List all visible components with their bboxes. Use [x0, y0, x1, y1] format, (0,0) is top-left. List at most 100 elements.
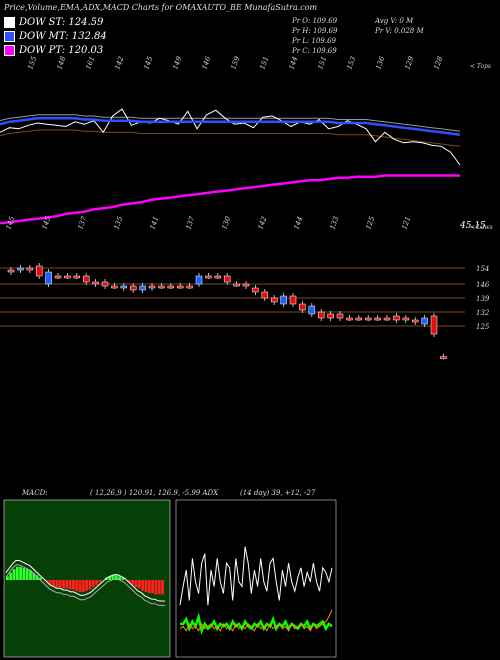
ema-grey-line — [0, 114, 461, 132]
candle-body — [129, 285, 137, 291]
candle-body — [120, 285, 128, 289]
macd-bar — [85, 580, 88, 591]
macd-bar — [78, 580, 82, 592]
candle-body — [402, 317, 410, 321]
last-price-label: 45.15 — [460, 221, 486, 231]
macd-bar — [121, 577, 125, 580]
low-label: 145 — [4, 215, 16, 231]
adx-values: (14 day) 39, +12, -27 — [240, 489, 316, 497]
candle-body — [364, 317, 372, 321]
top-label: 142 — [113, 55, 125, 71]
legend-mt: DOW MT: 132.84 — [4, 31, 107, 42]
candle-body — [393, 315, 400, 321]
macd-bar — [22, 568, 26, 580]
price-tick-label: 132 — [476, 309, 490, 317]
macd-bar — [98, 580, 102, 583]
candle-body — [45, 271, 52, 285]
macd-bar — [15, 566, 19, 580]
price-tick-label: 125 — [476, 323, 490, 331]
info-high: Pr H: 109.69 — [292, 27, 338, 35]
candle-body — [411, 319, 419, 323]
candle-body — [92, 281, 99, 285]
macd-chart — [5, 559, 166, 607]
price-tick-label: 139 — [476, 295, 490, 303]
low-label: 144 — [292, 215, 304, 230]
macd-label: MACD: — [22, 489, 48, 497]
candle-body — [374, 317, 381, 321]
macd-bar — [114, 575, 118, 580]
macd-bar — [128, 580, 131, 583]
tops-labels: 155 148 161 142 145 149 146 159 151 144 151 153 136 1… — [26, 55, 444, 71]
adx-series-0 — [179, 546, 333, 606]
top-label: 159 — [229, 55, 241, 71]
candle-body — [214, 275, 222, 279]
macd-bar — [151, 580, 154, 594]
top-label: 144 — [287, 55, 299, 70]
macd-bar — [88, 580, 92, 590]
candle-body — [17, 267, 24, 271]
candle-body — [205, 275, 212, 279]
low-label: 130 — [220, 215, 232, 231]
candle-body — [355, 317, 363, 321]
macd-bar — [6, 576, 9, 580]
top-label: 146 — [200, 55, 212, 71]
price-tick-label: 154 — [476, 265, 489, 273]
macd-bar — [39, 577, 42, 580]
legend-st-swatch — [4, 17, 15, 28]
top-label: 148 — [55, 55, 67, 71]
candle-body — [346, 317, 353, 321]
legend-pt: DOW PT: 120.03 — [4, 45, 103, 56]
candle-body — [148, 285, 156, 289]
ema-lines — [0, 108, 461, 225]
macd-bar — [62, 580, 65, 589]
macd-bar — [81, 580, 85, 592]
candle-body — [195, 275, 203, 285]
lows-labels: 145 145 137 135 141 137 130 142 144 133 125 121 — [4, 215, 412, 231]
candle-body — [317, 311, 325, 319]
macd-bar — [131, 580, 135, 585]
macd-bar — [52, 580, 55, 586]
macd-bar — [134, 580, 138, 588]
macd-panel — [3, 499, 171, 658]
low-label: 142 — [256, 215, 268, 231]
candle-body — [280, 295, 287, 305]
macd-bar — [32, 572, 36, 580]
info-volume: Pr V: 0.028 M — [375, 27, 424, 35]
candle-body — [26, 267, 34, 271]
candle-body — [270, 297, 278, 303]
candle-body — [7, 269, 15, 273]
top-label: 136 — [374, 55, 386, 71]
candle-body — [261, 291, 269, 299]
ema-series-1 — [0, 117, 461, 136]
low-label: 135 — [112, 215, 124, 231]
candle-body — [421, 317, 428, 325]
macd-bar — [91, 580, 95, 588]
candle-body — [289, 295, 297, 305]
candle-body — [327, 313, 334, 319]
candle-body — [252, 287, 259, 293]
macd-bar — [161, 580, 164, 595]
legend-st: DOW ST: 124.59 — [4, 17, 103, 28]
adx-series-2 — [179, 609, 333, 632]
top-label: 161 — [84, 55, 96, 70]
macd-bar — [72, 580, 75, 590]
candle-body — [383, 317, 391, 321]
adx-series-1 — [180, 612, 333, 635]
lows-label: < Lows — [470, 224, 493, 231]
candle-body — [64, 275, 71, 279]
candle-body — [35, 265, 43, 277]
top-label: 153 — [345, 55, 357, 71]
top-label: 155 — [26, 55, 38, 71]
macd-bar — [9, 572, 13, 580]
top-label: 149 — [171, 55, 183, 71]
candle-body — [111, 285, 118, 289]
macd-line — [5, 559, 166, 602]
macd-bar — [111, 575, 115, 580]
candle-body — [186, 285, 193, 289]
adx-chart — [179, 546, 333, 635]
top-label: 151 — [258, 55, 270, 70]
price-gridlines — [0, 267, 465, 327]
candle-body — [242, 283, 250, 287]
macd-values: ( 12,26,9 ) 120.91, 126.9, -5.99 ADX — [90, 489, 219, 497]
macd-bar — [12, 569, 16, 580]
